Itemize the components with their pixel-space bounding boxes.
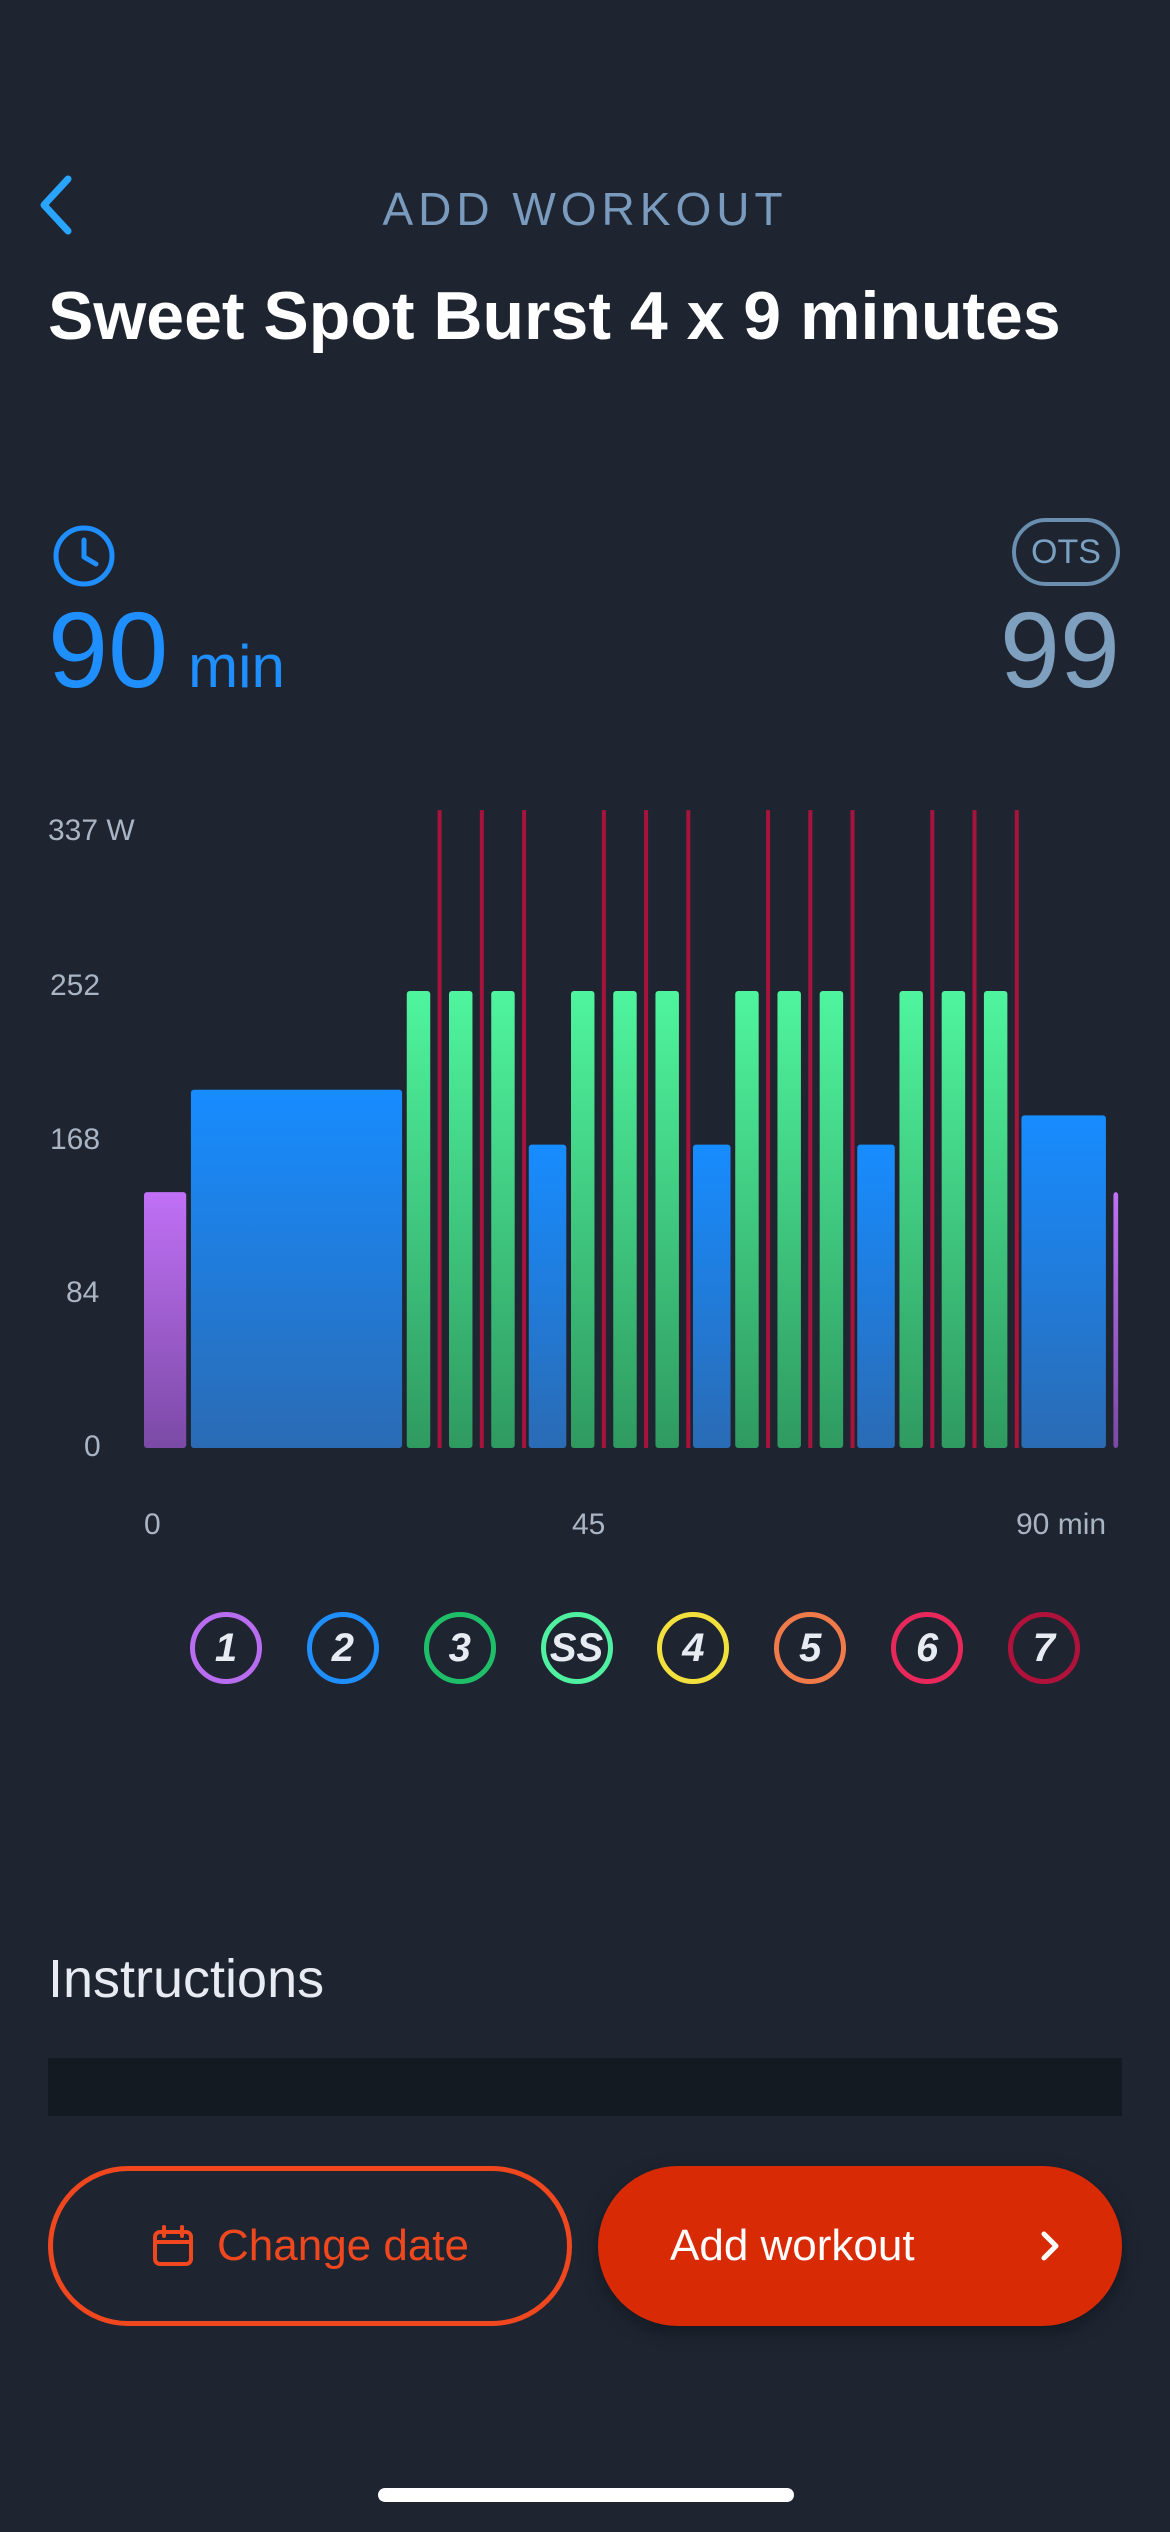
y-tick-label: 337 W [48,814,135,847]
change-date-button[interactable]: Change date [48,2166,572,2326]
interval-bar [819,991,844,1448]
interval-bar [1113,1192,1119,1448]
home-indicator [378,2488,794,2502]
interval-bar [857,1144,895,1448]
interval-bar [491,991,515,1448]
zone-label: SS [549,1625,604,1670]
interval-bar [1021,1115,1106,1448]
zone-5-badge[interactable]: 5 [774,1612,847,1684]
interval-bar [983,991,1008,1448]
header: ADD WORKOUT [0,170,1170,240]
change-date-label: Change date [217,2221,469,2270]
interval-bar [190,1089,403,1448]
interval-bar [655,991,679,1448]
workout-title: Sweet Spot Burst 4 x 9 minutes [48,278,1061,354]
power-chart: 337 W 252 168 84 0 0 45 90 min [0,800,1170,1560]
zone-label: 4 [682,1625,705,1670]
duration: 90 min [48,590,285,710]
interval-bar [693,1144,731,1448]
duration-value: 90 [48,589,169,710]
y-tick-label: 84 [66,1276,100,1310]
y-tick-label: 0 [84,1430,101,1463]
interval-bar [571,991,595,1448]
zone-4-badge[interactable]: 4 [657,1612,730,1684]
x-tick-label: 0 [144,1508,161,1541]
zone-1-badge[interactable]: 1 [190,1612,262,1684]
add-workout-button[interactable]: Add workout [598,2166,1122,2326]
chevron-left-icon [40,175,72,235]
interval-bar [613,991,637,1448]
instructions-heading: Instructions [48,1949,325,2009]
zone-label: 1 [214,1625,238,1670]
zone-label: 5 [799,1625,822,1670]
chevron-right-icon [1041,2231,1059,2261]
x-tick-label: 90 min [1016,1508,1107,1541]
zone-legend: 1 2 3 SS 4 5 6 7 [190,1612,1080,1684]
duration-unit: min [188,633,285,700]
interval-bar [449,991,473,1448]
zone-ss-badge[interactable]: SS [540,1612,613,1684]
interval-bar [406,991,431,1448]
interval-bar [777,991,801,1448]
interval-bar [144,1192,187,1448]
add-workout-label: Add workout [670,2221,915,2270]
zone-label: 3 [448,1625,471,1670]
zone-2-badge[interactable]: 2 [306,1612,379,1684]
interval-bar [899,991,923,1448]
power-chart-svg [144,810,1119,1448]
zone-label: 2 [331,1625,354,1670]
zone-label: 6 [915,1625,939,1670]
interval-bar [941,991,966,1448]
instructions-box[interactable] [48,2058,1122,2116]
zone-3-badge[interactable]: 3 [423,1612,496,1684]
zone-label: 7 [1032,1625,1056,1670]
back-button[interactable] [36,170,86,240]
y-tick-label: 252 [50,969,101,1003]
page-title: ADD WORKOUT [382,183,788,235]
zone-6-badge[interactable]: 6 [891,1612,964,1684]
x-tick-label: 45 [572,1508,606,1541]
ots-badge: OTS [1012,518,1120,586]
zone-7-badge[interactable]: 7 [1007,1612,1080,1684]
y-tick-label: 168 [50,1122,101,1156]
clock-icon [53,525,115,587]
calendar-icon [153,2225,193,2266]
interval-bar [528,1144,567,1448]
interval-bar [735,991,759,1448]
ots-value: 99 [999,589,1120,710]
